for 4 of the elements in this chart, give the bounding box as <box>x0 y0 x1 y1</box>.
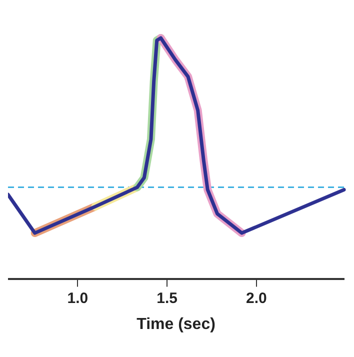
x-axis-title: Time (sec) <box>136 316 216 333</box>
x-tick-label: 1.5 <box>156 290 178 307</box>
x-tick-label: 2.0 <box>246 290 267 307</box>
x-tick-label: 1.0 <box>67 290 88 307</box>
